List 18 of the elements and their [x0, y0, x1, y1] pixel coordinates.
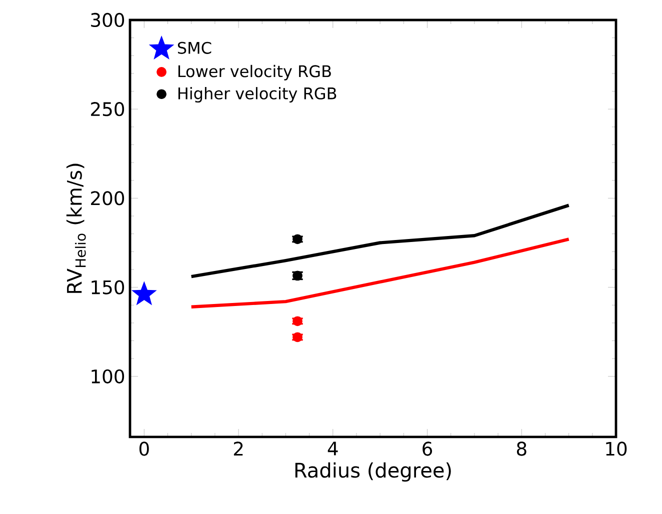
legend-label: Higher velocity RGB	[178, 87, 336, 103]
x-tick-label: 10	[606, 442, 627, 456]
legend-label: SMC	[178, 42, 212, 54]
y-tick-label: 300	[91, 12, 124, 28]
legend-label: Lower velocity RGB	[178, 64, 331, 80]
x-axis-title: Radius (degree)	[295, 462, 451, 482]
x-tick-label: 8	[516, 442, 526, 456]
y-tick-label: 200	[91, 191, 124, 206]
y-tick-label: 100	[92, 369, 124, 384]
y-tick-label: 150	[92, 280, 124, 294]
x-tick-label: 0	[139, 442, 149, 456]
point	[131, 281, 157, 306]
x-tick-label: 2	[234, 442, 243, 456]
y-tick-label: 250	[91, 102, 124, 116]
y-axis-title: RV$_{Helio}$ (km/s)	[66, 164, 86, 293]
x-tick-label: 4	[328, 442, 338, 456]
x-tick-label: 6	[422, 442, 432, 456]
line-series	[190, 204, 570, 278]
